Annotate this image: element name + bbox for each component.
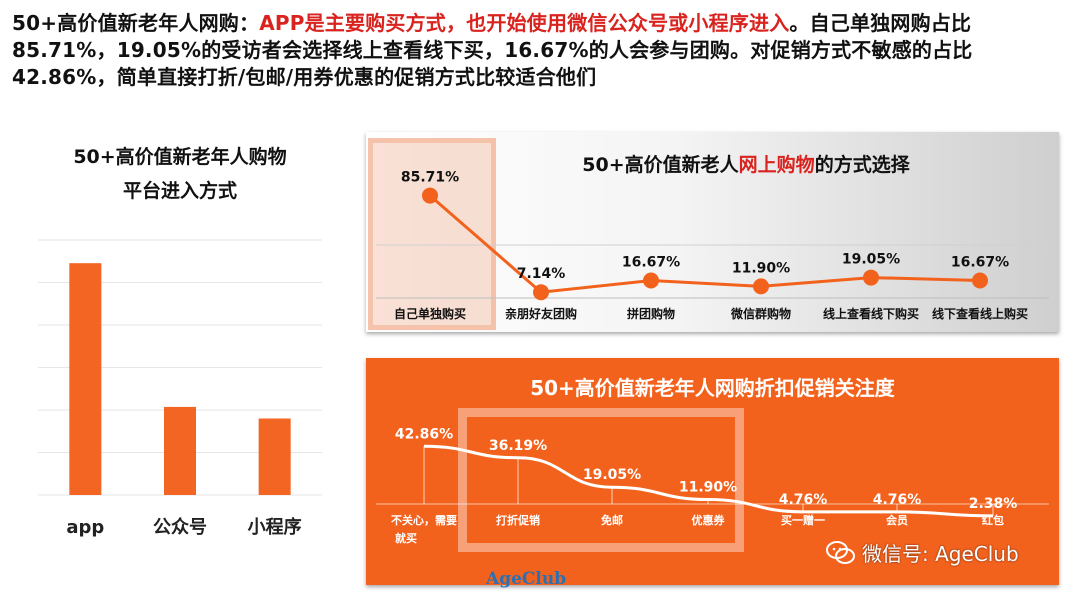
wechat-icon	[826, 540, 855, 564]
shopping-method-title-pre: 50+高价值新老人	[582, 154, 739, 176]
x-tick-label: 打折促销	[496, 513, 540, 527]
data-label: 4.76%	[779, 492, 828, 508]
x-tick-label: 红包	[982, 513, 1004, 527]
x-tick-label: 线下查看线上购买	[932, 306, 1028, 321]
wechat-watermark: 微信号: AgeClub	[826, 538, 1019, 567]
data-label: 19.05%	[842, 252, 900, 268]
x-tick-label: 不关心，需要就买	[391, 513, 457, 545]
x-tick-label: 微信群购物	[730, 306, 791, 321]
data-point-0	[422, 187, 438, 204]
promotion-panel: 50+高价值新老年人网购折扣促销关注度 42.86% 36.19% 19.05% 11…	[366, 358, 1059, 585]
shopping-method-title-post: 的方式选择	[814, 154, 910, 176]
headline-body: 。自己单独网购占比85.71%，19.05%的受访者会选择线上查看线下买，16.…	[12, 11, 973, 89]
data-point-2	[643, 272, 659, 289]
shopping-method-title: 50+高价值新老人网上购物的方式选择	[516, 150, 976, 177]
data-label: 16.67%	[951, 254, 1009, 270]
data-point-3	[753, 278, 769, 295]
shopping-method-line-chart: 85.71% 自己单独购买 7.14% 亲朋好友团购 16.67% 拼团购物 11.90% 微…	[376, 170, 1049, 321]
shopping-method-panel: 85.71% 自己单独购买 7.14% 亲朋好友团购 16.67% 拼团购物 11.90% 微…	[366, 132, 1059, 332]
x-tick-label: 小程序	[248, 516, 302, 538]
platform-bar-chart: app 公众号 小程序	[38, 239, 322, 538]
data-point-4	[863, 269, 879, 286]
x-tick-label: 会员	[886, 513, 908, 527]
promotion-line-chart: 42.86% 36.19% 19.05% 11.90% 4.76% 4.76% 2.38% 不…	[376, 426, 1049, 545]
data-label: 19.05%	[583, 467, 641, 483]
data-label: 7.14%	[517, 266, 566, 282]
platform-chart-title-line1: 50+高价值新老年人购物	[73, 146, 287, 168]
platform-chart-title: 50+高价值新老年人购物 平台进入方式	[50, 140, 310, 208]
promotion-title: 50+高价值新老年人网购折扣促销关注度	[530, 376, 895, 400]
x-tick-label: 公众号	[153, 516, 207, 538]
data-point-5	[972, 272, 988, 289]
x-tick-label: 买一赠一	[781, 513, 825, 527]
watermark-label: 微信号: AgeClub	[862, 542, 1019, 566]
shopping-method-title-red: 网上购物	[738, 154, 815, 176]
discount-highlight-box	[458, 408, 744, 552]
x-tick-label: 线上查看线下购买	[823, 306, 919, 321]
bar-0	[69, 263, 102, 495]
data-label: 42.86%	[395, 426, 453, 442]
data-label: 2.38%	[969, 496, 1018, 512]
page-headline: 50+高价值新老年人网购：APP是主要购买方式，也开始使用微信公众号或小程序进入…	[12, 10, 1070, 91]
data-label: 11.90%	[732, 260, 790, 276]
x-tick-label: app	[66, 517, 104, 538]
headline-highlight: APP是主要购买方式，也开始使用微信公众号或小程序进入	[259, 11, 790, 35]
platform-chart-title-line2: 平台进入方式	[122, 180, 237, 202]
data-label: 4.76%	[873, 492, 922, 508]
x-tick-label: 亲朋好友团购	[505, 306, 577, 321]
data-label: 36.19%	[489, 438, 547, 454]
data-point-1	[533, 284, 549, 301]
headline-lead: 50+高价值新老年人网购：	[12, 11, 260, 35]
x-tick-label: 优惠券	[692, 513, 726, 527]
data-label: 85.71%	[401, 170, 459, 186]
ageclub-logo: AgeClub	[486, 569, 567, 589]
x-tick-label: 免邮	[601, 513, 623, 527]
x-tick-label: 拼团购物	[627, 306, 675, 321]
data-label: 11.90%	[679, 480, 737, 496]
series-line	[429, 194, 981, 294]
data-label: 16.67%	[622, 254, 680, 270]
bar-1	[164, 406, 196, 495]
bar-2	[258, 418, 291, 495]
x-tick-label: 自己单独购买	[394, 306, 466, 321]
